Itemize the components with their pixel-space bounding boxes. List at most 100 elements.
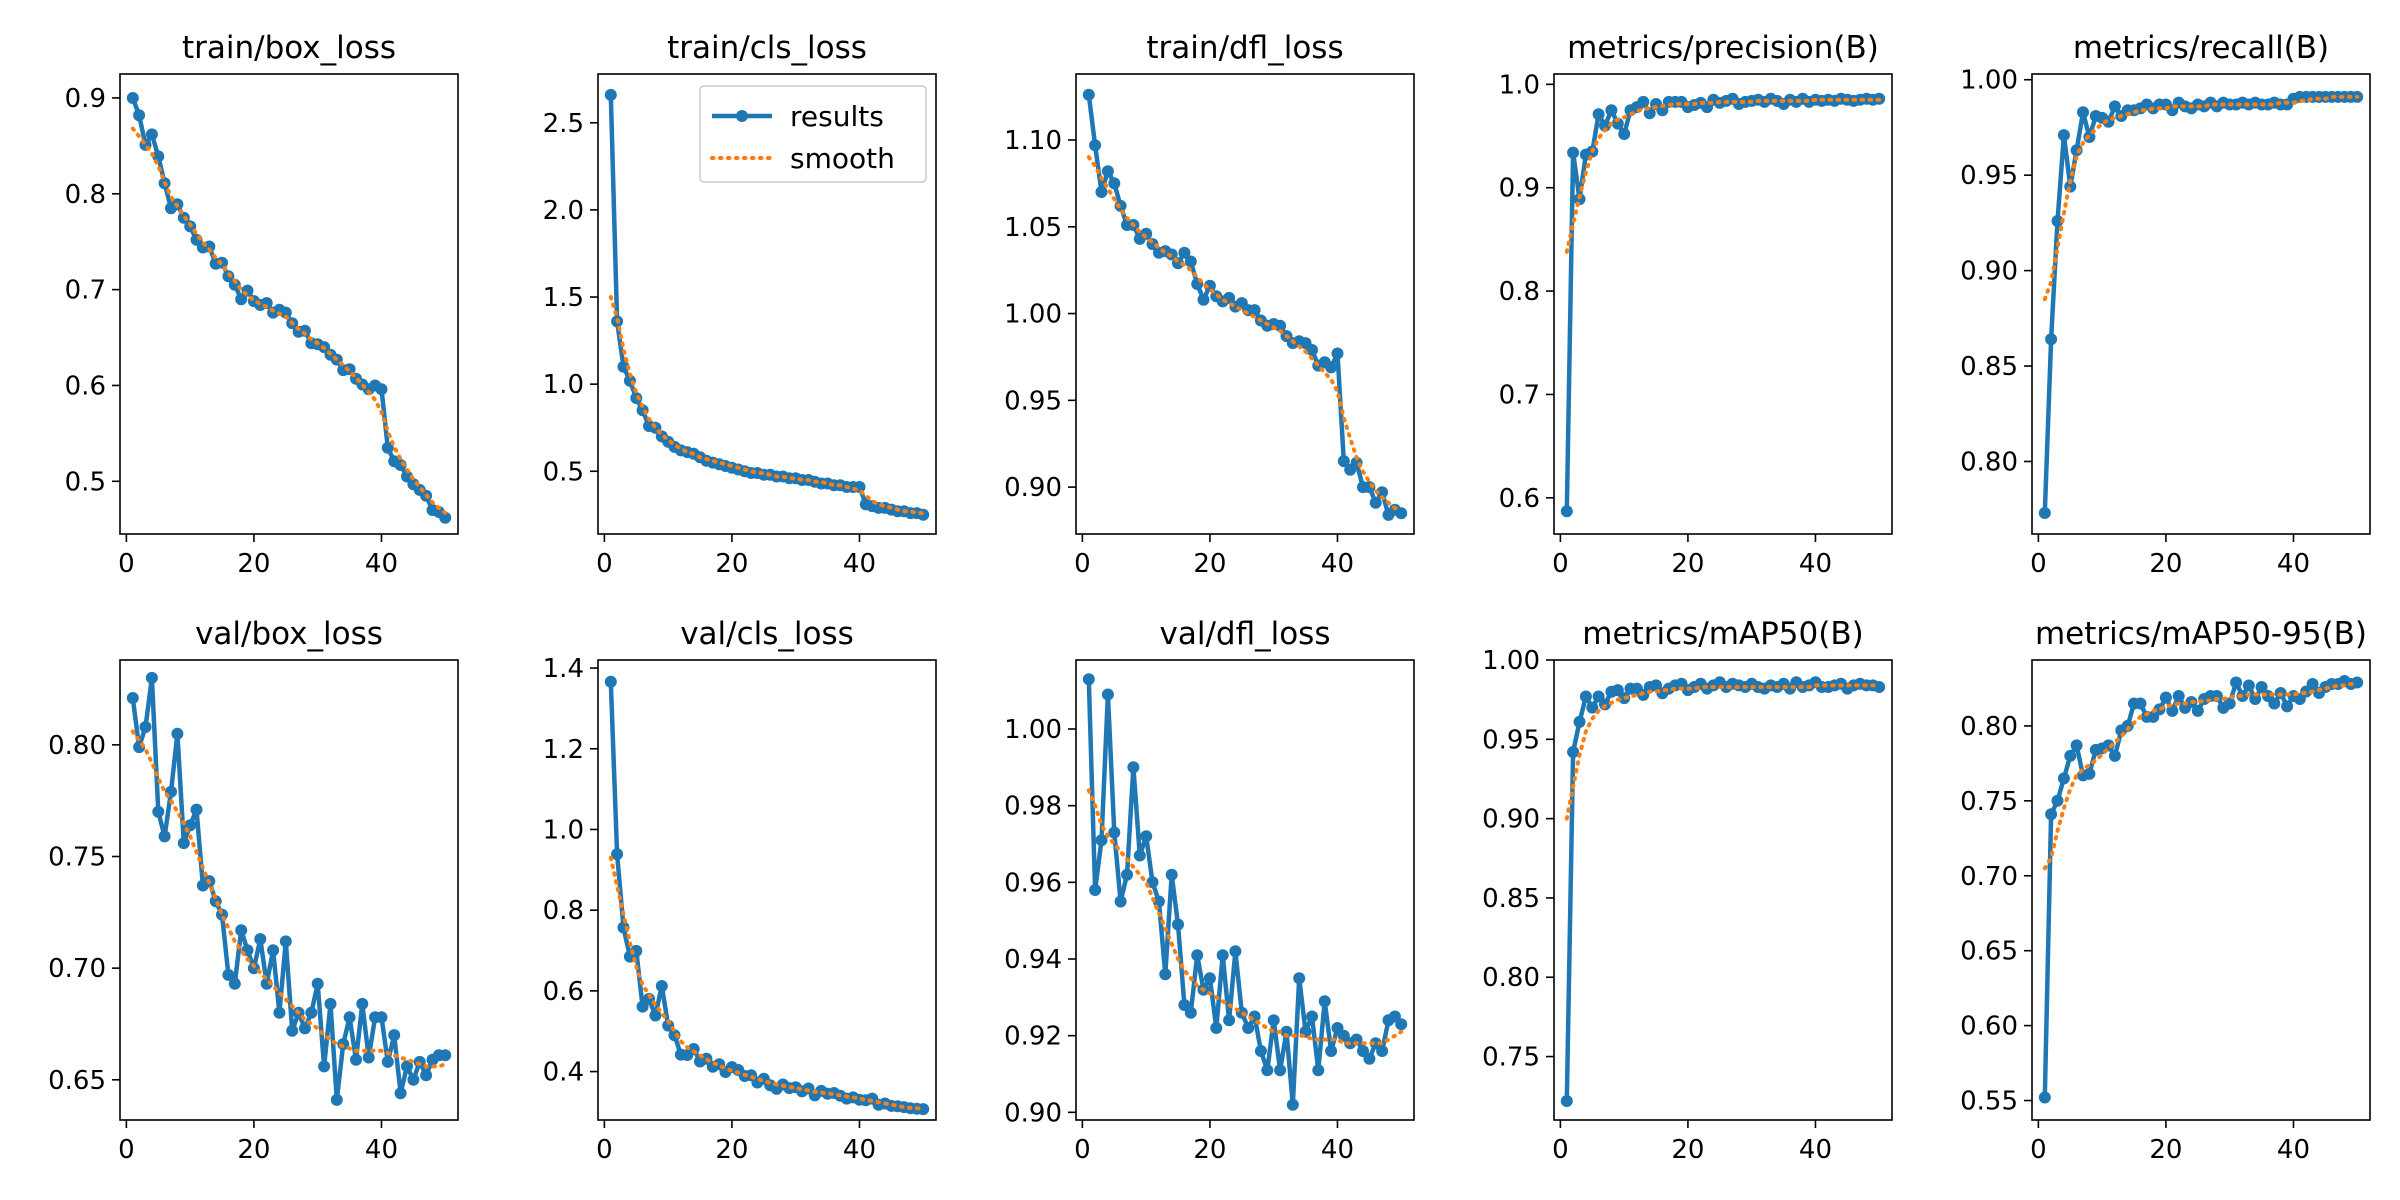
- y-tick-label: 0.60: [1960, 1012, 2018, 1042]
- y-tick-label: 0.70: [48, 954, 106, 984]
- results-point: [1312, 1064, 1325, 1077]
- results-point: [2249, 693, 2262, 705]
- results-point: [1286, 1098, 1299, 1111]
- results-point: [2223, 697, 2236, 710]
- x-tick-label: 40: [365, 549, 398, 579]
- y-tick-label: 1.10: [1004, 126, 1062, 156]
- x-tick-label: 40: [1799, 549, 1832, 579]
- results-point: [330, 1093, 343, 1106]
- results-point: [375, 1011, 388, 1024]
- x-tick-label: 0: [596, 1135, 613, 1165]
- x-tick-label: 0: [596, 549, 613, 579]
- results-point: [1395, 507, 1408, 520]
- results-point: [388, 1029, 401, 1042]
- results-point: [2102, 739, 2115, 752]
- results-point: [171, 727, 184, 740]
- results-point: [1325, 361, 1338, 374]
- results-line: [1564, 679, 1880, 1102]
- results-point: [2191, 704, 2204, 717]
- results-point: [2210, 690, 2223, 702]
- results-point: [1267, 1014, 1280, 1027]
- panel-title: train/dfl_loss: [1146, 30, 1343, 66]
- results-point: [324, 997, 337, 1010]
- results-point: [1114, 895, 1127, 908]
- y-tick-label: 1.0: [543, 370, 584, 400]
- results-line: [2042, 94, 2358, 514]
- results-point: [362, 1051, 375, 1064]
- x-tick-label: 40: [843, 1135, 876, 1165]
- panel-0: train/box_loss 0.5 0.6 0.7 0.8 0.9 0 20 40: [65, 30, 459, 579]
- results-point: [1611, 684, 1624, 697]
- results-point: [1586, 701, 1599, 714]
- results-line: [2042, 678, 2358, 1098]
- results-point: [1325, 1045, 1338, 1057]
- axes-frame: [2031, 659, 2371, 1121]
- results-point: [139, 721, 152, 733]
- results-point: [375, 383, 388, 396]
- results-point: [655, 980, 668, 992]
- x-tick-label: 40: [2277, 1135, 2310, 1165]
- results-point: [1223, 1014, 1236, 1027]
- results-point: [2064, 749, 2077, 762]
- y-tick-label: 0.6: [65, 371, 106, 401]
- results-point: [279, 306, 292, 319]
- results-point: [1133, 849, 1146, 862]
- results-point: [2070, 739, 2083, 752]
- results-point: [2172, 690, 2185, 702]
- y-tick-label: 0.70: [1960, 862, 2018, 892]
- results-point: [1101, 165, 1114, 178]
- x-tick-label: 20: [1671, 1135, 1704, 1165]
- results-point: [2057, 772, 2070, 785]
- results-point: [2351, 676, 2364, 689]
- x-tick-label: 20: [715, 549, 748, 579]
- panel-7: val/dfl_loss 0.90 0.92 0.94 0.96 0.98 1.00 0 20 4…: [1004, 616, 1415, 1165]
- results-point: [126, 692, 139, 704]
- results-point: [649, 1009, 662, 1022]
- axes-frame: [119, 73, 459, 535]
- y-tick-label: 0.96: [1004, 868, 1062, 898]
- results-point: [1140, 227, 1153, 240]
- results-point: [1095, 834, 1108, 847]
- results-point: [177, 837, 190, 850]
- results-point: [1274, 1064, 1287, 1077]
- results-point: [279, 935, 292, 948]
- results-point: [381, 1055, 394, 1068]
- results-point: [1376, 1045, 1389, 1057]
- results-point: [1280, 1025, 1293, 1038]
- results-point: [1318, 995, 1331, 1008]
- results-point: [343, 1011, 356, 1024]
- axes-frame: [119, 659, 459, 1121]
- results-point: [1089, 139, 1102, 152]
- y-tick-label: 0.9: [1499, 174, 1540, 204]
- results-point: [439, 511, 452, 524]
- y-tick-label: 1.00: [1004, 300, 1062, 330]
- y-tick-label: 0.90: [1960, 257, 2018, 287]
- smooth-line: [1086, 788, 1404, 1046]
- results-point: [2077, 106, 2089, 119]
- results-point: [2242, 679, 2255, 692]
- y-tick-label: 0.80: [1960, 447, 2018, 477]
- y-tick-label: 0.7: [65, 276, 106, 306]
- x-tick-label: 0: [118, 1135, 135, 1165]
- legend: results smooth: [699, 85, 927, 183]
- x-tick-label: 40: [2277, 549, 2310, 579]
- panel-9: metrics/mAP50-95(B) 0.55 0.60 0.65 0.70 0.75 0…: [1960, 616, 2371, 1165]
- results-point: [228, 977, 241, 990]
- x-tick-label: 0: [2030, 1135, 2047, 1165]
- y-tick-label: 1.0: [1499, 70, 1540, 100]
- results-point: [145, 128, 158, 141]
- y-tick-label: 0.8: [65, 180, 106, 210]
- x-tick-label: 0: [118, 549, 135, 579]
- y-tick-label: 0.80: [48, 731, 106, 761]
- results-point: [145, 671, 158, 684]
- results-point: [2038, 1091, 2051, 1104]
- legend-smooth-label: smooth: [790, 142, 895, 175]
- results-line: [608, 681, 924, 1112]
- results-point: [1140, 830, 1153, 843]
- y-tick-label: 0.95: [1482, 725, 1540, 755]
- results-point: [2051, 215, 2064, 227]
- results-point: [1560, 1095, 1573, 1107]
- results-point: [1567, 146, 1580, 159]
- results-point: [1873, 681, 1886, 693]
